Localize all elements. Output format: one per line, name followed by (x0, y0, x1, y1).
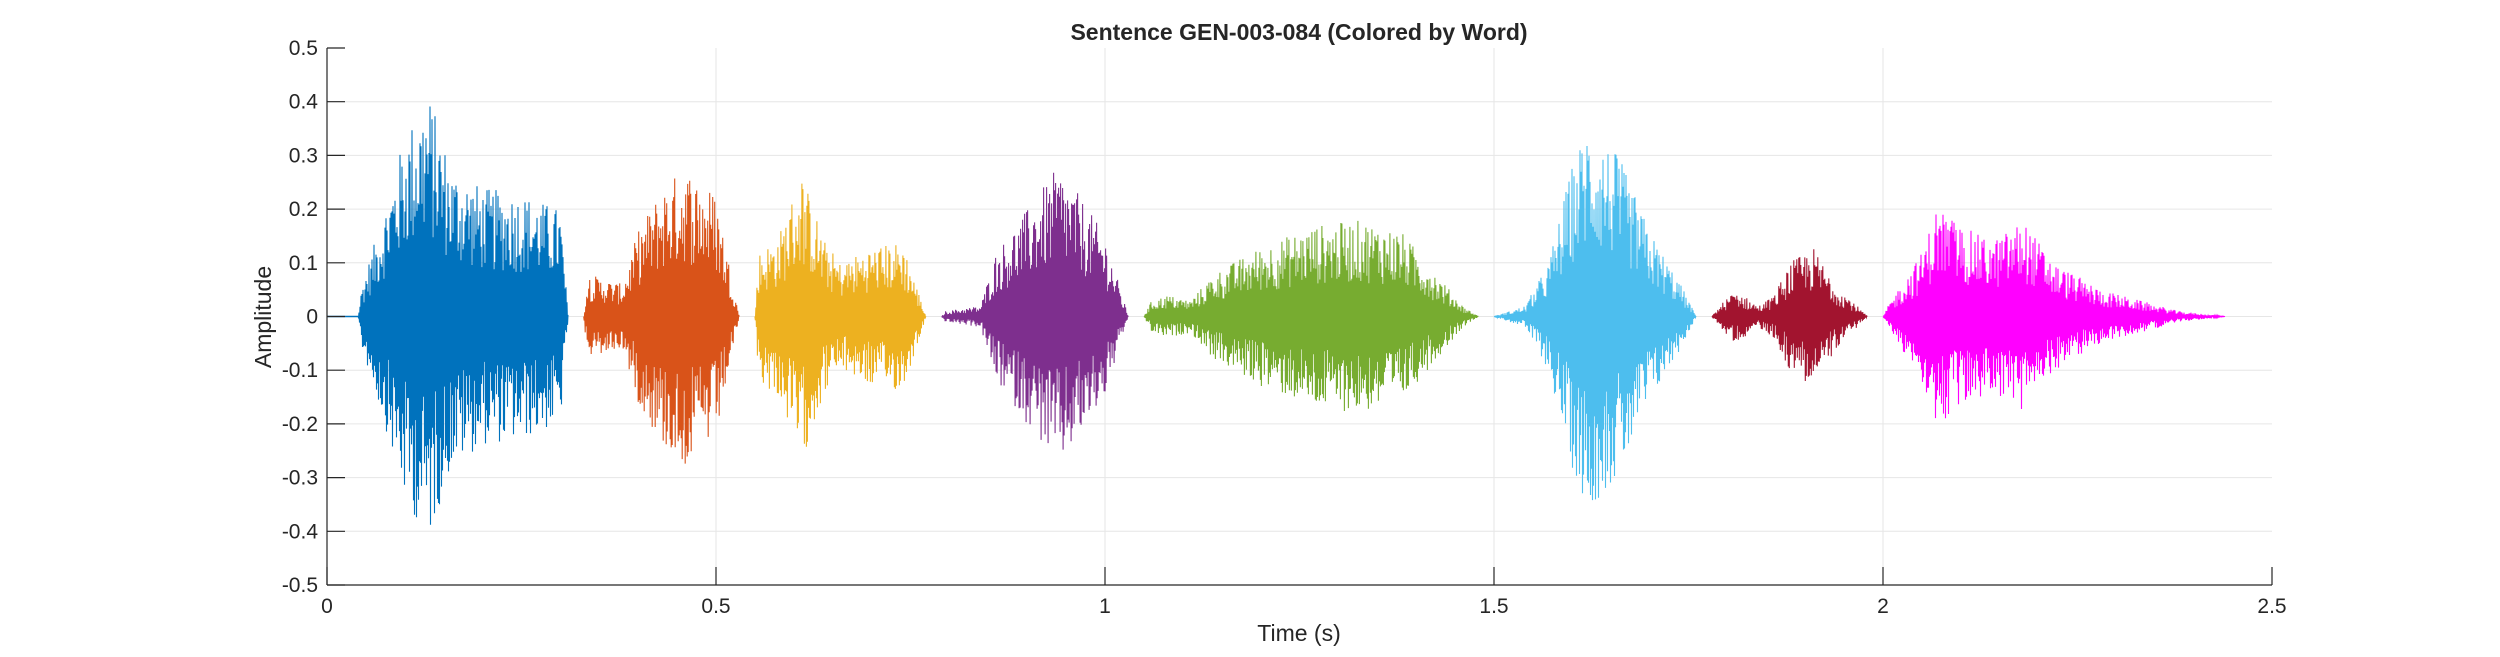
word-waveform-4 (941, 172, 1129, 450)
word-waveform-1 (327, 106, 569, 525)
word-waveform-6 (1493, 145, 1697, 501)
x-tick-label: 0 (321, 595, 333, 618)
word-waveform-3 (754, 183, 927, 447)
x-tick-label: 2.5 (2257, 595, 2286, 618)
plot-area (327, 106, 2226, 525)
x-tick-label: 1 (1099, 595, 1111, 618)
x-tick-label: 1.5 (1479, 595, 1508, 618)
y-tick-label: 0.5 (289, 37, 318, 60)
x-tick-label: 2 (1877, 595, 1889, 618)
y-axis-label: Amplitude (250, 266, 276, 368)
y-tick-label: -0.5 (282, 574, 318, 597)
chart-title: Sentence GEN-003-084 (Colored by Word) (1070, 19, 1527, 45)
x-tick-label: 0.5 (701, 595, 730, 618)
y-tick-label: 0.4 (289, 91, 319, 114)
axes: 0 0.5 1 1.5 2 2.5 -0.5 -0.4 -0.3 -0.2 -0.1 0 0.1 0.2 0… (282, 37, 2287, 618)
y-tick-label: 0.3 (289, 144, 318, 167)
y-tick-label: -0.4 (282, 520, 319, 543)
y-tick-label: 0 (306, 306, 318, 329)
word-waveform-2 (583, 178, 740, 464)
word-waveform-5 (1143, 220, 1479, 412)
y-tick-label: -0.2 (282, 413, 318, 436)
x-axis-label: Time (s) (1257, 620, 1340, 646)
word-waveform-7 (1711, 249, 1868, 382)
y-tick-label: -0.3 (282, 467, 318, 490)
y-tick-label: 0.2 (289, 198, 318, 221)
y-tick-label: -0.1 (282, 359, 318, 382)
word-waveform-8 (1882, 214, 2226, 419)
y-tick-label: 0.1 (289, 252, 318, 275)
